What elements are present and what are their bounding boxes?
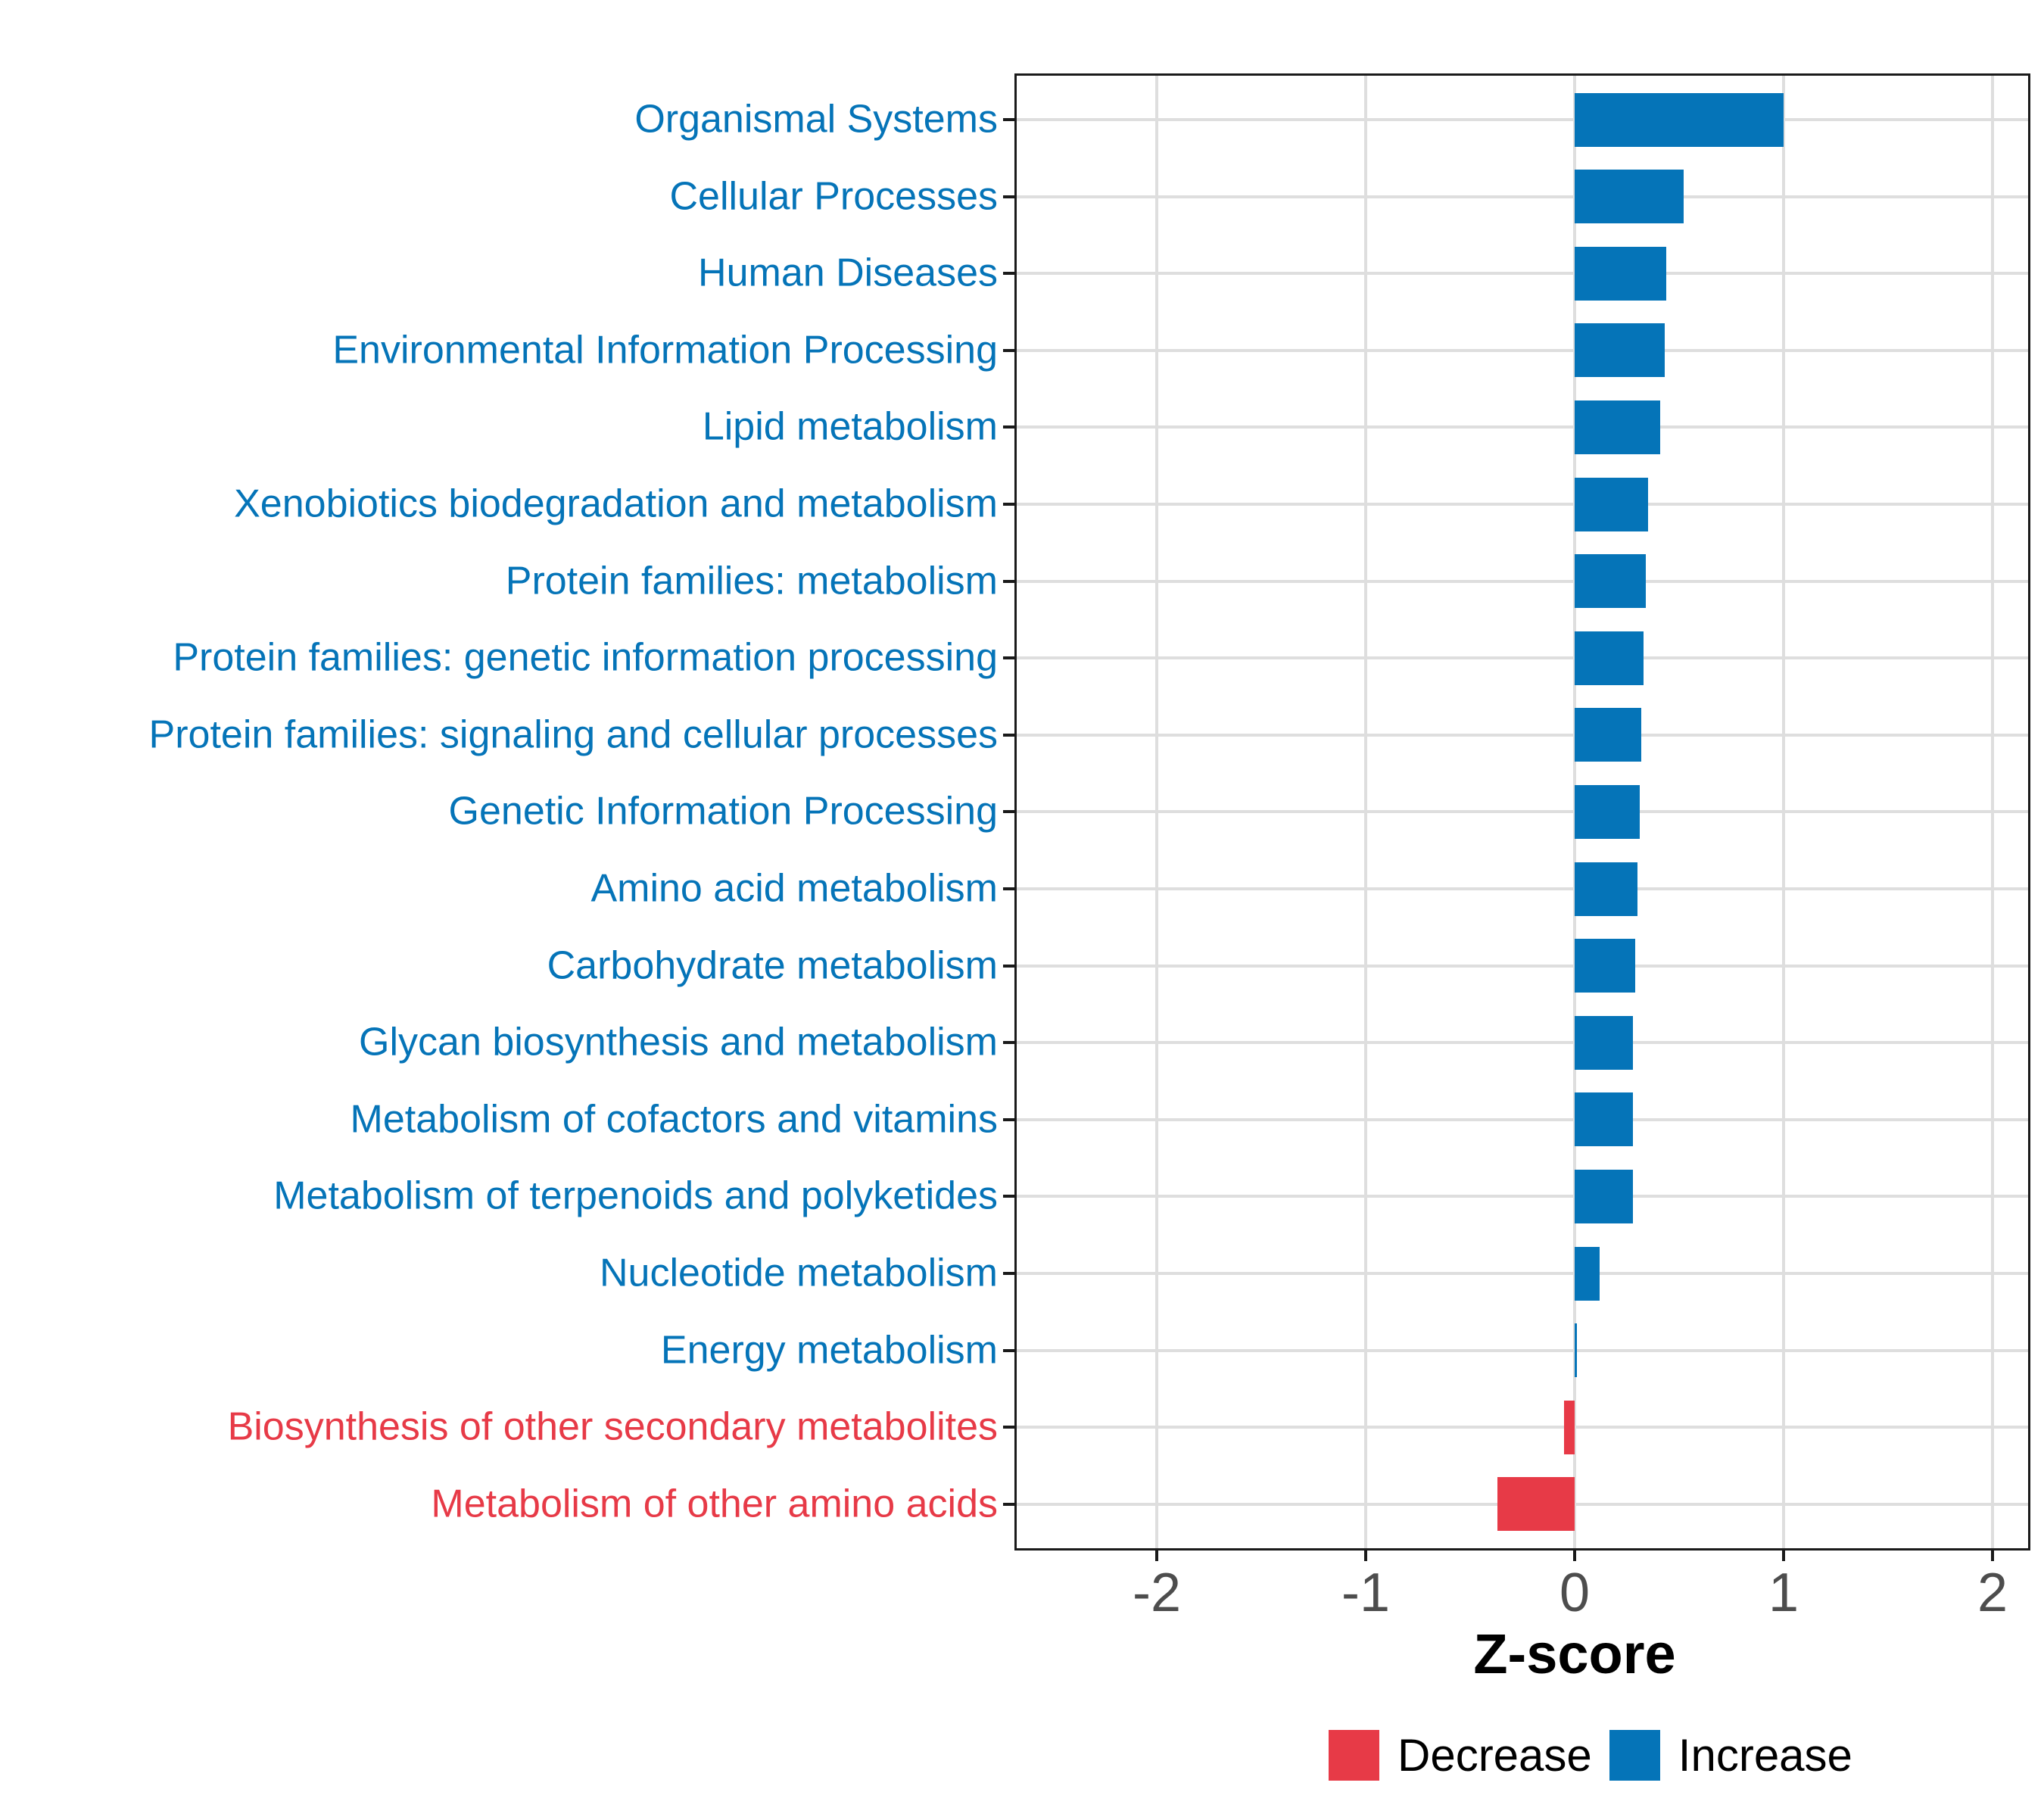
- category-label: Biosynthesis of other secondary metaboli…: [227, 1404, 998, 1449]
- y-axis-tick: [1003, 964, 1014, 968]
- chart-bar: [1575, 477, 1648, 531]
- h-gridline: [1017, 1426, 2028, 1429]
- chart-bar: [1575, 939, 1636, 993]
- category-label: Genetic Information Processing: [448, 790, 998, 834]
- y-axis-tick: [1003, 1272, 1014, 1275]
- h-gridline: [1017, 503, 2028, 506]
- v-gridline: [1155, 76, 1158, 1548]
- chart-bar: [1575, 554, 1646, 609]
- chart-bar: [1575, 1169, 1634, 1223]
- chart-bar: [1575, 1323, 1577, 1378]
- h-gridline: [1017, 1348, 2028, 1352]
- h-gridline: [1017, 810, 2028, 814]
- h-gridline: [1017, 1117, 2028, 1121]
- legend-item-decrease: Decrease: [1329, 1730, 1592, 1781]
- y-axis-tick: [1003, 733, 1014, 737]
- h-gridline: [1017, 1195, 2028, 1198]
- h-gridline: [1017, 348, 2028, 352]
- category-label: Lipid metabolism: [702, 405, 998, 450]
- legend-label-increase: Increase: [1678, 1729, 1852, 1781]
- chart-bar: [1564, 1400, 1575, 1454]
- y-axis-tick: [1003, 425, 1014, 429]
- chart-bar: [1575, 1246, 1600, 1301]
- v-gridline: [1991, 76, 1994, 1548]
- y-axis-tick: [1003, 810, 1014, 814]
- y-axis-tick: [1003, 348, 1014, 352]
- x-tick-label: 2: [1977, 1563, 2008, 1623]
- h-gridline: [1017, 195, 2028, 198]
- category-label: Glycan biosynthesis and metabolism: [359, 1020, 998, 1064]
- y-axis-tick: [1003, 195, 1014, 198]
- category-label: Metabolism of other amino acids: [431, 1482, 998, 1526]
- category-label: Nucleotide metabolism: [599, 1251, 998, 1295]
- y-axis-tick: [1003, 1041, 1014, 1045]
- legend-swatch-decrease: [1329, 1730, 1379, 1781]
- category-label: Human Diseases: [698, 251, 998, 295]
- h-gridline: [1017, 887, 2028, 890]
- legend-item-increase: Increase: [1609, 1730, 1852, 1781]
- category-label: Metabolism of cofactors and vitamins: [350, 1097, 998, 1142]
- category-label: Protein families: signaling and cellular…: [148, 712, 998, 757]
- y-axis-tick: [1003, 1348, 1014, 1352]
- category-label: Protein families: genetic information pr…: [173, 635, 998, 680]
- x-tick-label: -2: [1132, 1563, 1182, 1623]
- v-gridline: [1364, 76, 1367, 1548]
- x-tick-label: 1: [1768, 1563, 1799, 1623]
- y-axis-tick: [1003, 887, 1014, 890]
- h-gridline: [1017, 425, 2028, 429]
- chart-bar: [1575, 708, 1642, 762]
- chart-bar: [1575, 631, 1644, 685]
- y-axis-tick: [1003, 118, 1014, 121]
- category-label: Energy metabolism: [660, 1328, 998, 1373]
- chart-bar: [1575, 1092, 1634, 1147]
- y-axis-tick: [1003, 272, 1014, 276]
- x-axis-tick: [1364, 1551, 1367, 1561]
- chart-bar: [1575, 92, 1784, 147]
- category-label: Cellular Processes: [669, 174, 999, 219]
- chart-bar: [1575, 784, 1640, 839]
- y-axis-tick: [1003, 1117, 1014, 1121]
- x-axis-tick: [1782, 1551, 1785, 1561]
- chart-bar: [1575, 323, 1665, 378]
- chart-bar: [1575, 246, 1667, 301]
- h-gridline: [1017, 656, 2028, 660]
- x-axis-title: Z-score: [1473, 1622, 1676, 1685]
- y-axis-tick: [1003, 503, 1014, 506]
- category-label: Organismal Systems: [634, 97, 998, 142]
- chart-bar: [1575, 1015, 1634, 1070]
- h-gridline: [1017, 1041, 2028, 1045]
- x-axis-tick: [1991, 1551, 1994, 1561]
- legend-swatch-increase: [1609, 1730, 1660, 1781]
- y-axis-tick: [1003, 656, 1014, 660]
- y-axis-tick: [1003, 1195, 1014, 1198]
- x-tick-label: -1: [1341, 1563, 1391, 1623]
- category-label: Protein families: metabolism: [505, 559, 998, 603]
- x-axis-tick: [1155, 1551, 1158, 1561]
- category-label: Xenobiotics biodegradation and metabolis…: [234, 482, 998, 526]
- h-gridline: [1017, 964, 2028, 968]
- h-gridline: [1017, 1272, 2028, 1275]
- chart-bar: [1575, 170, 1684, 224]
- chart-bar: [1575, 862, 1637, 916]
- x-axis-tick: [1573, 1551, 1576, 1561]
- h-gridline: [1017, 272, 2028, 276]
- category-label: Amino acid metabolism: [590, 866, 998, 911]
- y-axis-tick: [1003, 1502, 1014, 1506]
- y-axis-tick: [1003, 579, 1014, 583]
- category-label: Environmental Information Processing: [332, 328, 998, 372]
- chart-bar: [1497, 1477, 1575, 1532]
- h-gridline: [1017, 118, 2028, 121]
- chart-bar: [1575, 400, 1661, 454]
- y-axis-tick: [1003, 1426, 1014, 1429]
- h-gridline: [1017, 733, 2028, 737]
- category-label: Metabolism of terpenoids and polyketides: [273, 1174, 998, 1219]
- category-label: Carbohydrate metabolism: [547, 943, 998, 988]
- v-gridline: [1782, 76, 1785, 1548]
- legend-label-decrease: Decrease: [1397, 1729, 1592, 1781]
- x-tick-label: 0: [1559, 1563, 1591, 1623]
- h-gridline: [1017, 579, 2028, 583]
- legend: Decrease Increase: [1329, 1730, 1852, 1781]
